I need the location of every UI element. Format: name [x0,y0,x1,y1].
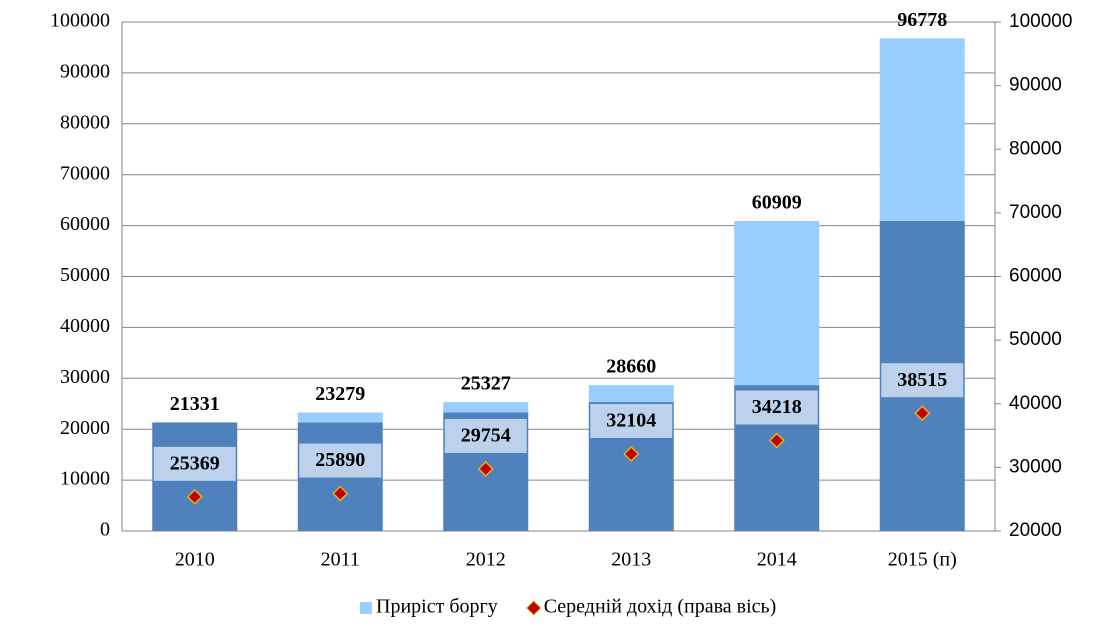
y-tick-label: 60000 [60,213,110,235]
value-label-box [444,418,527,453]
total-label: 60909 [752,192,802,214]
y2-tick-label: 80000 [1009,138,1062,159]
y2-tick-label: 60000 [1009,266,1062,287]
value-label-box [881,363,964,398]
value-label-box [153,446,236,481]
value-label: 38515 [897,369,947,391]
y2-tick-label: 70000 [1009,202,1062,223]
bar [588,385,674,403]
legend-label: Середній дохід (права вісь) [544,596,777,618]
x-tick-label: 2012 [466,549,506,571]
y2-tick-label: 100000 [1009,11,1072,32]
y2-tick-label: 30000 [1009,456,1062,477]
y-tick-label: 30000 [60,366,110,388]
value-label-box [299,443,382,478]
total-label: 96778 [897,9,947,31]
legend-marker [525,600,542,616]
x-tick-label: 2010 [175,549,215,571]
bar [734,220,820,386]
total-label: 25327 [461,373,511,395]
bar [443,402,529,413]
marker [623,445,640,463]
value-label: 25369 [170,452,220,474]
value-label: 25890 [315,449,365,471]
value-label-box [735,390,818,425]
total-label: 21331 [170,393,220,415]
y-tick-label: 0 [100,519,110,541]
marker [768,432,785,449]
marker [477,460,494,478]
marker [332,485,349,502]
total-label: 23279 [315,383,365,405]
legend-label: Приріст боргу [376,596,498,618]
y-tick-label: 50000 [60,264,110,286]
y2-tick-label: 90000 [1009,75,1062,96]
legend-swatch [360,602,372,614]
value-label: 34218 [752,396,802,418]
x-tick-label: 2011 [321,549,360,571]
y-tick-label: 90000 [60,60,110,82]
value-label: 32104 [606,410,656,432]
y-tick-label: 70000 [60,162,110,184]
x-tick-label: 2014 [757,549,797,571]
y-tick-label: 80000 [60,111,110,133]
marker [914,405,931,422]
bar [879,38,965,221]
y-tick-label: 10000 [60,468,110,490]
x-tick-label: 2013 [611,549,651,571]
bar [297,412,383,423]
x-tick-label: 2015 (п) [888,549,957,571]
marker [186,488,203,505]
y2-tick-label: 20000 [1009,520,1062,541]
total-label: 28660 [606,356,656,378]
y2-tick-label: 40000 [1009,393,1062,414]
value-label: 29754 [461,425,511,447]
value-label-box [590,403,673,438]
y-tick-label: 100000 [50,10,110,32]
y-tick-label: 40000 [60,315,110,337]
y2-tick-label: 50000 [1009,329,1062,350]
y-tick-label: 20000 [60,417,110,439]
